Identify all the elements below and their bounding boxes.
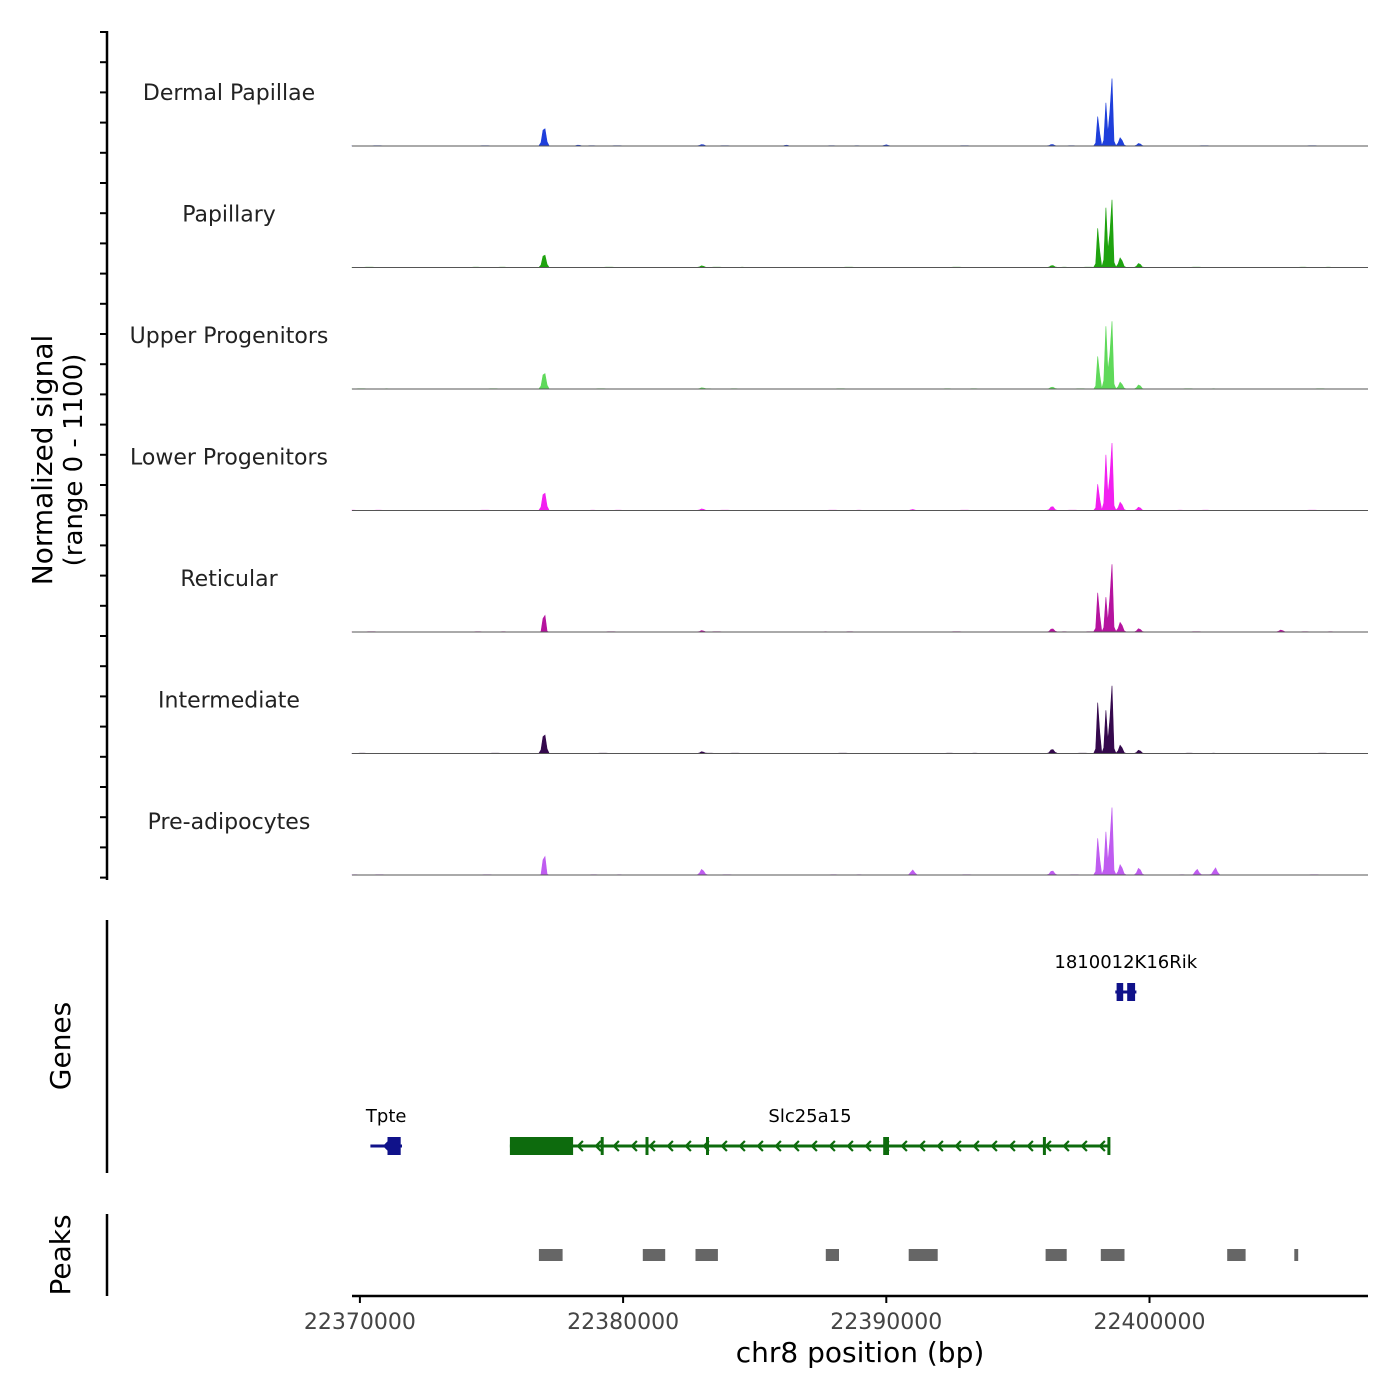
strand-chevron (630, 1140, 638, 1152)
gene-tpte: Tpte (365, 1106, 407, 1155)
coverage-area (351, 807, 1369, 876)
peak-region (1227, 1249, 1246, 1261)
gene-exon (1116, 983, 1124, 1001)
track-label: Intermediate (158, 689, 300, 714)
gene-exon (1127, 983, 1136, 1001)
strand-chevron (990, 1140, 998, 1152)
track-label: Pre-adipocytes (148, 810, 311, 835)
x-axis-ticks: 22370000 22380000 22390000 22400000 (304, 1296, 1206, 1335)
peak-region (1294, 1249, 1299, 1261)
x-axis-label: chr8 position (bp) (736, 1336, 985, 1369)
strand-chevron (1026, 1140, 1034, 1152)
y-axis-label: Normalized signal (range 0 - 1100) (26, 335, 89, 586)
coverage-area (351, 442, 1369, 511)
coverage-tracks: Dermal Papillae Papillary Upper Progenitor… (130, 78, 1369, 876)
gene-exon (645, 1137, 649, 1155)
coverage-area (351, 685, 1368, 754)
peak-region (695, 1249, 718, 1261)
peak-region (1045, 1249, 1067, 1261)
peak-region (538, 1249, 563, 1261)
strand-chevron (864, 1140, 872, 1152)
coverage-area (351, 564, 1368, 633)
gene-exon (1042, 1137, 1046, 1155)
x-tick-label: 22380000 (567, 1310, 679, 1335)
strand-chevron (648, 1140, 656, 1152)
y-axis-label-line2: (range 0 - 1100) (59, 354, 89, 567)
gene-exon (387, 1137, 401, 1155)
strand-chevron (918, 1140, 926, 1152)
track-label: Papillary (182, 203, 276, 228)
track-intermediate: Intermediate (158, 685, 1368, 754)
peak-region (1100, 1249, 1125, 1261)
peak-region (642, 1249, 666, 1261)
strand-chevron (1008, 1140, 1016, 1152)
gene-exon (600, 1137, 604, 1155)
strand-chevron (738, 1140, 746, 1152)
gene-label: Tpte (365, 1106, 407, 1127)
peak-region (825, 1249, 839, 1261)
track-label: Dermal Papillae (143, 81, 315, 106)
track-label: Reticular (180, 567, 278, 592)
track-dermal-papillae: Dermal Papillae (143, 78, 1369, 147)
coverage-area (351, 321, 1368, 390)
track-reticular: Reticular (180, 564, 1368, 633)
gene-exon (883, 1137, 889, 1155)
track-papillary: Papillary (182, 199, 1368, 268)
gene-label: 1810012K16Rik (1054, 952, 1197, 973)
strand-chevron (792, 1140, 800, 1152)
strand-chevron (900, 1140, 908, 1152)
x-tick-label: 22370000 (304, 1310, 416, 1335)
coverage-area (351, 199, 1368, 268)
strand-chevron (846, 1140, 854, 1152)
strand-chevron (1080, 1140, 1088, 1152)
strand-chevron (1098, 1140, 1106, 1152)
signal-y-axis (100, 31, 109, 880)
track-label: Lower Progenitors (130, 446, 328, 471)
x-tick-label: 22400000 (1094, 1310, 1206, 1335)
strand-chevron (612, 1140, 620, 1152)
strand-chevron (954, 1140, 962, 1152)
track-pre-adipocytes: Pre-adipocytes (148, 807, 1369, 876)
strand-chevron (1062, 1140, 1070, 1152)
strand-chevron (810, 1140, 818, 1152)
strand-chevron (594, 1140, 602, 1152)
coverage-area (351, 78, 1369, 147)
gene-label: Slc25a15 (768, 1106, 851, 1127)
y-axis-label-line1: Normalized signal (26, 335, 59, 586)
genes-panel-label: Genes (44, 1002, 77, 1090)
track-lower-progenitors: Lower Progenitors (130, 442, 1369, 511)
strand-chevron (828, 1140, 836, 1152)
peak-region (908, 1249, 938, 1261)
strand-chevron (666, 1140, 674, 1152)
strand-chevron (720, 1140, 728, 1152)
strand-chevron (756, 1140, 764, 1152)
strand-chevron (684, 1140, 692, 1152)
track-label: Upper Progenitors (130, 324, 329, 349)
strand-chevron (936, 1140, 944, 1152)
gene-annotations: 1810012K16Rik Tpte Slc25a15 (365, 952, 1198, 1155)
gene-exon (706, 1137, 709, 1155)
track-upper-progenitors: Upper Progenitors (130, 321, 1368, 390)
peaks-panel-label: Peaks (44, 1214, 77, 1295)
strand-chevron (774, 1140, 782, 1152)
peak-regions (538, 1249, 1299, 1261)
strand-chevron (576, 1140, 584, 1152)
gene-exon (1107, 1137, 1111, 1155)
gene-slc25a15: Slc25a15 (509, 1106, 1111, 1155)
strand-chevron (972, 1140, 980, 1152)
x-tick-label: 22390000 (830, 1310, 942, 1335)
gene-exon (509, 1137, 574, 1155)
gene-1810012k16rik: 1810012K16Rik (1054, 952, 1198, 1001)
